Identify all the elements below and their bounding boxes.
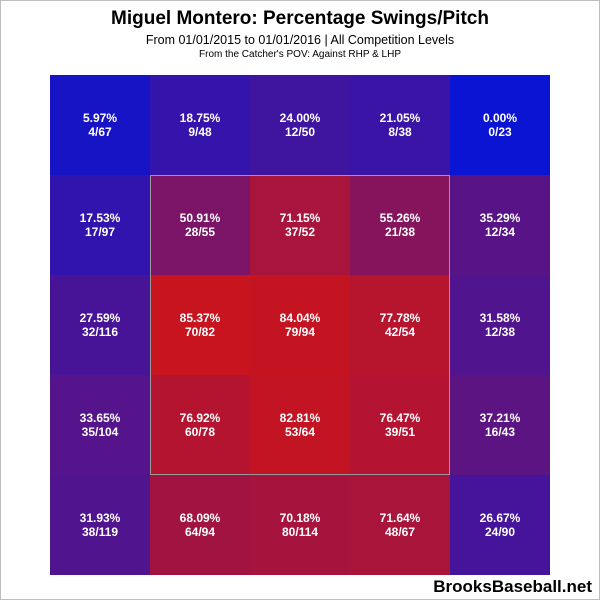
heatmap-cell: 5.97% 4/67 [50, 75, 150, 175]
heatmap-cell: 21.05% 8/38 [350, 75, 450, 175]
heatmap-cell: 77.78% 42/54 [350, 275, 450, 375]
chart-subtitle-pov: From the Catcher's POV: Against RHP & LH… [199, 49, 401, 60]
heatmap-cell: 70.18% 80/114 [250, 475, 350, 575]
heatmap-cell: 26.67% 24/90 [450, 475, 550, 575]
cell-percentage: 5.97% [82, 111, 118, 125]
cell-percentage: 76.92% [179, 411, 221, 425]
cell-fraction: 53/64 [284, 425, 316, 439]
cell-percentage: 18.75% [179, 111, 221, 125]
cell-percentage: 26.67% [479, 511, 521, 525]
cell-fraction: 39/51 [384, 425, 416, 439]
heatmap-cell: 0.00% 0/23 [450, 75, 550, 175]
cell-fraction: 37/52 [284, 225, 316, 239]
cell-fraction: 12/50 [284, 125, 316, 139]
cell-percentage: 84.04% [279, 311, 321, 325]
cell-percentage: 68.09% [179, 511, 221, 525]
heatmap-cell: 17.53% 17/97 [50, 175, 150, 275]
cell-percentage: 37.21% [479, 411, 521, 425]
cell-fraction: 9/48 [188, 125, 212, 139]
cell-percentage: 85.37% [179, 311, 221, 325]
heatmap-cell: 68.09% 64/94 [150, 475, 250, 575]
heatmap-cell: 50.91% 28/55 [150, 175, 250, 275]
heatmap-cell: 76.92% 60/78 [150, 375, 250, 475]
cell-percentage: 21.05% [379, 111, 421, 125]
cell-fraction: 0/23 [488, 125, 512, 139]
cell-percentage: 50.91% [179, 211, 221, 225]
cell-fraction: 80/114 [281, 525, 319, 539]
cell-fraction: 17/97 [84, 225, 116, 239]
cell-fraction: 8/38 [388, 125, 412, 139]
heatmap-cell: 84.04% 79/94 [250, 275, 350, 375]
cell-fraction: 70/82 [184, 325, 216, 339]
chart-subtitle: From 01/01/2015 to 01/01/2016 | All Comp… [145, 33, 455, 47]
cell-percentage: 76.47% [379, 411, 421, 425]
cell-fraction: 12/34 [484, 225, 516, 239]
heatmap-cell: 37.21% 16/43 [450, 375, 550, 475]
cell-percentage: 35.29% [479, 211, 521, 225]
cell-percentage: 55.26% [379, 211, 421, 225]
cell-percentage: 77.78% [379, 311, 421, 325]
cell-fraction: 12/38 [484, 325, 516, 339]
heatmap-cell: 31.58% 12/38 [450, 275, 550, 375]
heatmap-cell: 85.37% 70/82 [150, 275, 250, 375]
cell-percentage: 0.00% [482, 111, 518, 125]
cell-fraction: 32/116 [81, 325, 119, 339]
cell-fraction: 42/54 [384, 325, 416, 339]
heatmap-cell: 76.47% 39/51 [350, 375, 450, 475]
cell-fraction: 48/67 [384, 525, 416, 539]
cell-percentage: 31.93% [79, 511, 121, 525]
cell-fraction: 28/55 [184, 225, 216, 239]
heatmap-cell: 71.15% 37/52 [250, 175, 350, 275]
cell-fraction: 79/94 [284, 325, 316, 339]
cell-fraction: 35/104 [81, 425, 119, 439]
heatmap-cell: 31.93% 38/119 [50, 475, 150, 575]
heatmap-cell: 33.65% 35/104 [50, 375, 150, 475]
cell-fraction: 38/119 [81, 525, 119, 539]
cell-percentage: 71.15% [279, 211, 321, 225]
heatmap-cell: 18.75% 9/48 [150, 75, 250, 175]
heatmap-cell: 27.59% 32/116 [50, 275, 150, 375]
heatmap-cell: 35.29% 12/34 [450, 175, 550, 275]
cell-percentage: 24.00% [279, 111, 321, 125]
heatmap-cell: 24.00% 12/50 [250, 75, 350, 175]
cell-percentage: 70.18% [279, 511, 321, 525]
source-credit: BrooksBaseball.net [433, 577, 592, 596]
cell-percentage: 27.59% [79, 311, 121, 325]
cell-fraction: 4/67 [88, 125, 112, 139]
cell-percentage: 82.81% [279, 411, 321, 425]
heatmap-grid: 5.97% 4/67 18.75% 9/48 24.00% 12/50 21.05% 8/38… [50, 75, 550, 575]
cell-fraction: 21/38 [384, 225, 416, 239]
cell-percentage: 33.65% [79, 411, 121, 425]
heatmap-cell: 55.26% 21/38 [350, 175, 450, 275]
cell-fraction: 16/43 [484, 425, 516, 439]
cell-fraction: 24/90 [484, 525, 516, 539]
cell-percentage: 71.64% [379, 511, 421, 525]
cell-fraction: 60/78 [184, 425, 216, 439]
cell-fraction: 64/94 [184, 525, 216, 539]
chart-title: Miguel Montero: Percentage Swings/Pitch [111, 8, 489, 29]
heatmap-cell: 71.64% 48/67 [350, 475, 450, 575]
heatmap-cell: 82.81% 53/64 [250, 375, 350, 475]
cell-percentage: 17.53% [79, 211, 121, 225]
cell-percentage: 31.58% [479, 311, 521, 325]
